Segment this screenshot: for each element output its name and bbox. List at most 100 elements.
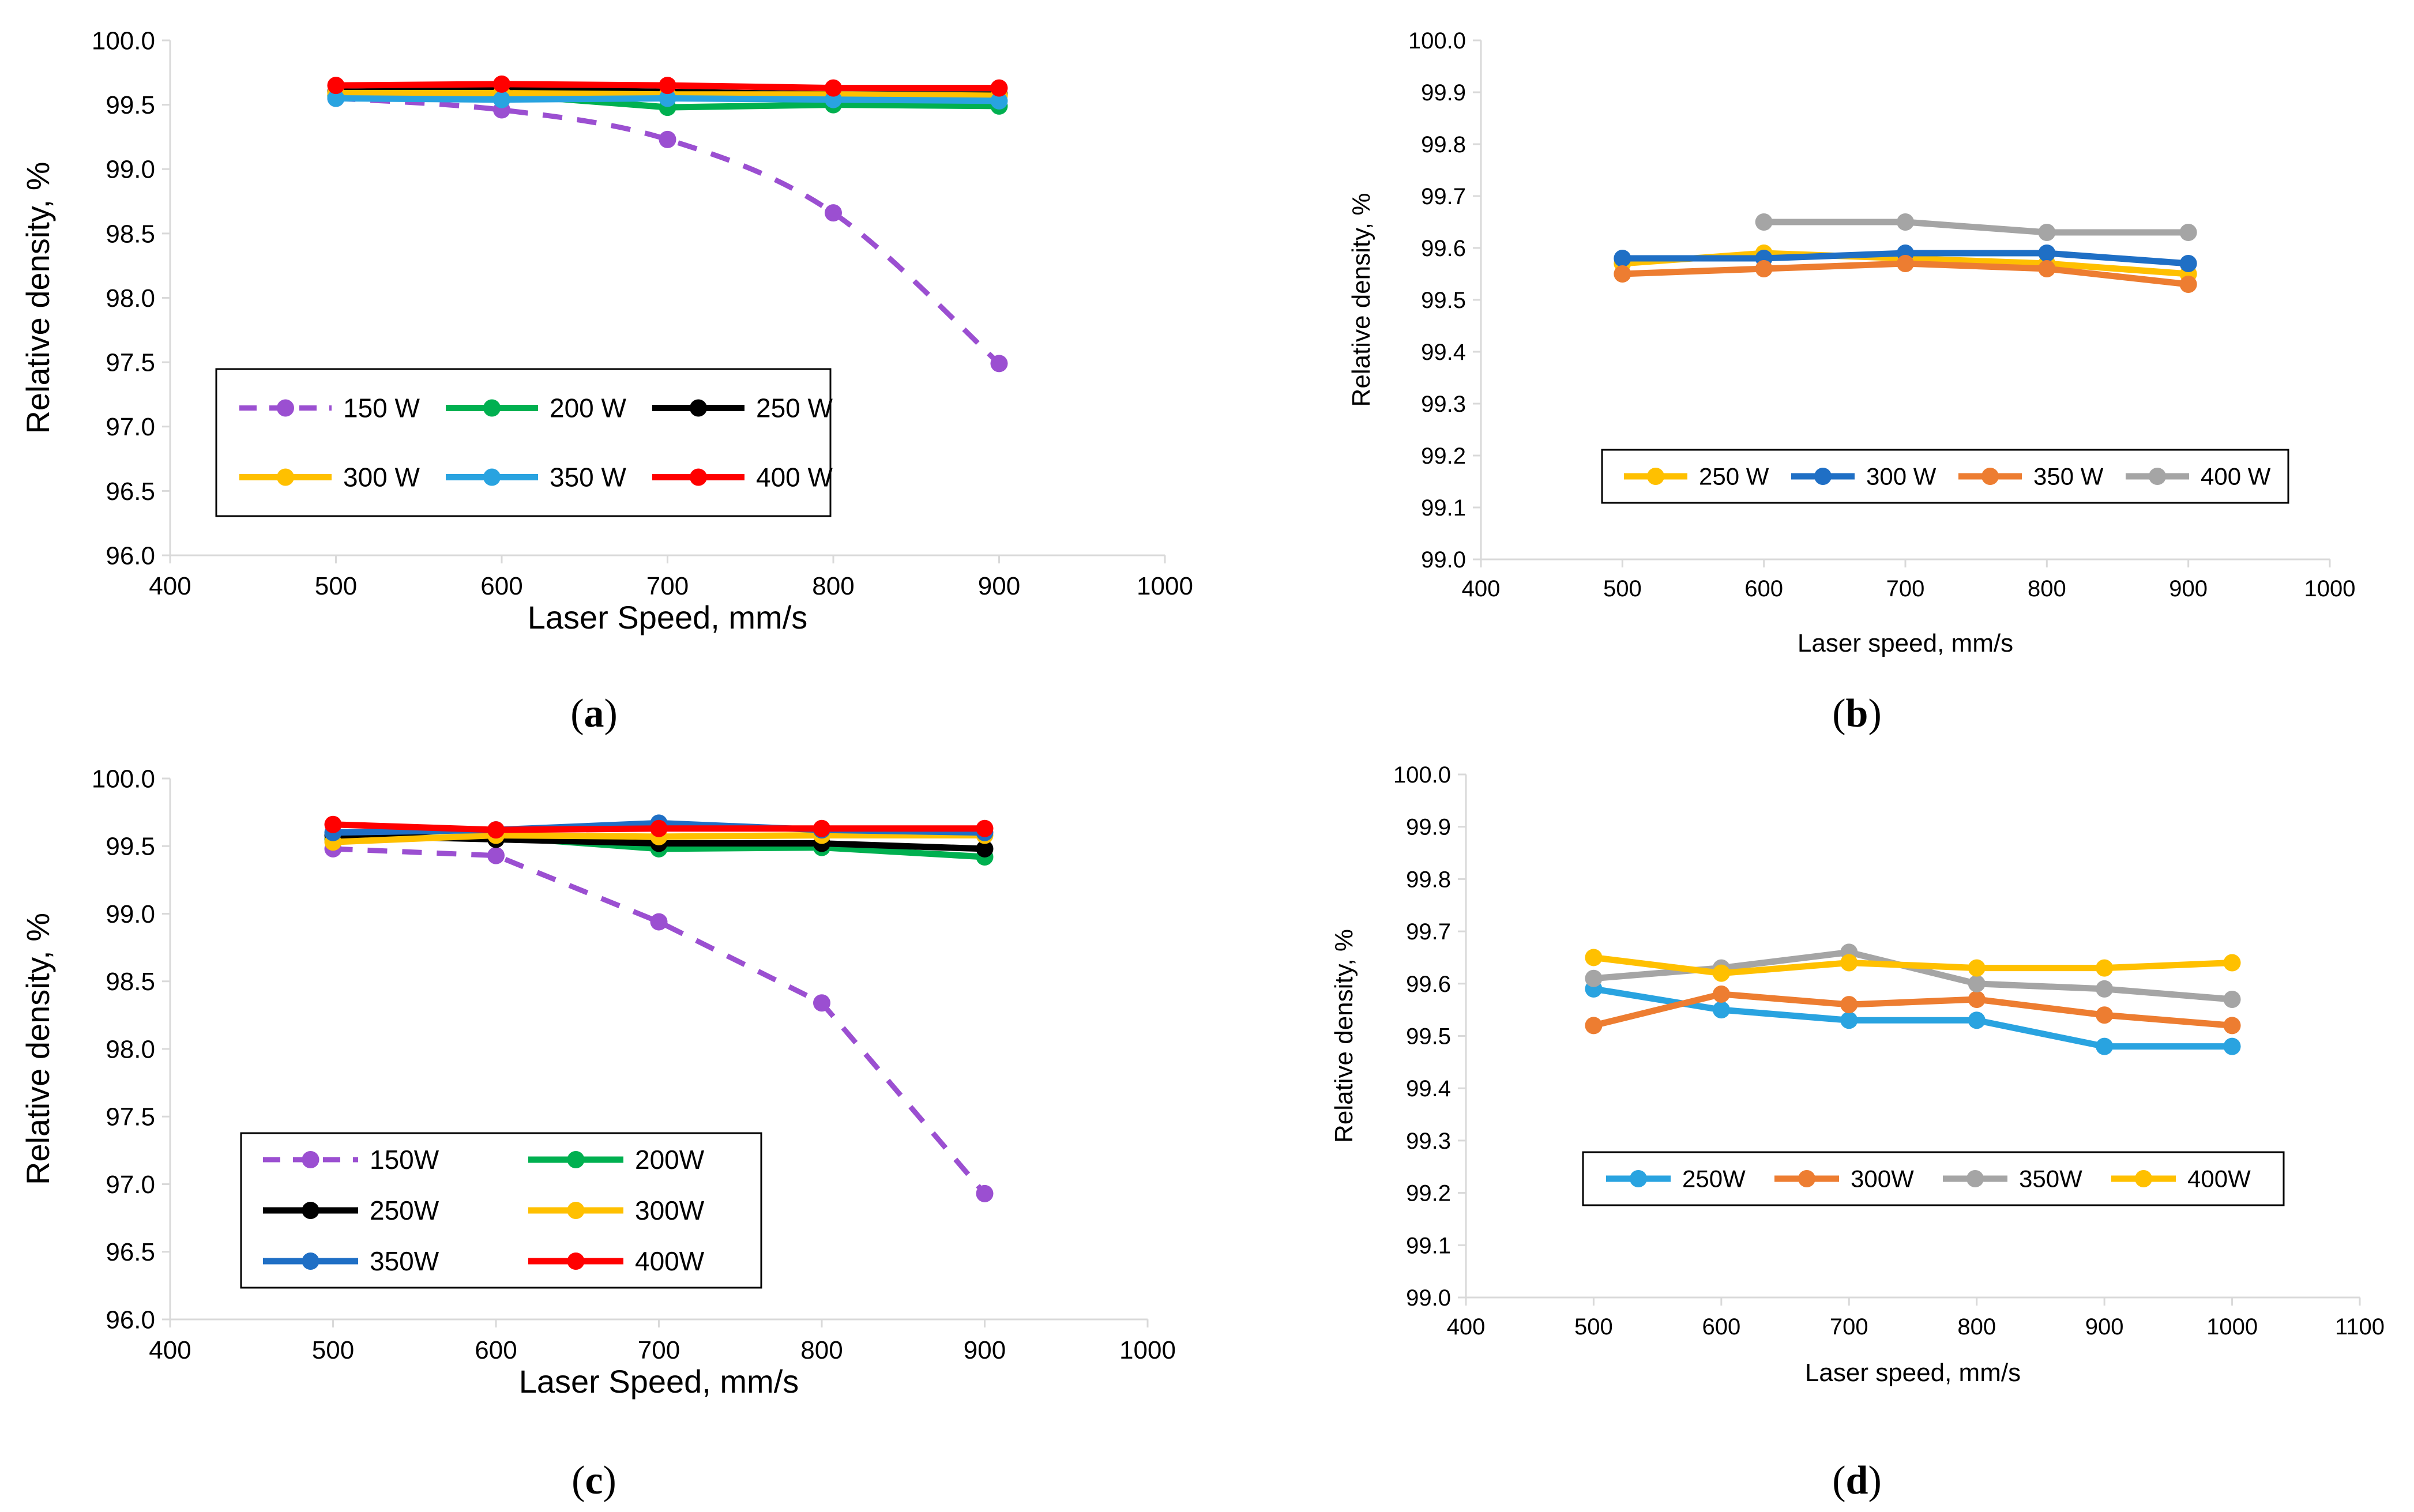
data-point-b-2	[2038, 260, 2056, 277]
x-tick-label-b: 400	[1462, 576, 1501, 601]
x-tick-label-d: 700	[1830, 1314, 1868, 1340]
x-axis-title-b: Laser speed, mm/s	[1798, 629, 2013, 657]
y-tick-label-d: 99.8	[1406, 867, 1451, 892]
y-tick-label-d: 99.9	[1406, 815, 1451, 840]
legend-label-a-2: 250 W	[756, 393, 833, 423]
legend-label-b-1: 300 W	[1866, 463, 1937, 490]
series-line-d-3	[1590, 954, 2236, 977]
y-tick-label-b: 99.7	[1421, 184, 1466, 209]
y-tick-label-b: 99.3	[1421, 392, 1466, 417]
x-tick-label-c: 400	[149, 1336, 191, 1364]
y-tick-label-b: 100.0	[1408, 28, 1466, 54]
legend-box-b	[1601, 449, 2289, 504]
y-tick-label-a: 99.5	[106, 91, 155, 119]
series-line-c-0	[333, 846, 987, 1195]
legend-label-a-4: 350 W	[550, 462, 627, 492]
legend-label-c-0: 150W	[370, 1145, 439, 1175]
y-tick-label-c: 98.5	[106, 968, 155, 996]
legend-marker-d-3	[2135, 1170, 2152, 1187]
data-point-d-0	[1840, 1011, 1858, 1029]
data-point-d-1	[1840, 996, 1858, 1014]
y-tick-label-b: 99.9	[1421, 80, 1466, 106]
legend-label-d-2: 350W	[2019, 1165, 2082, 1193]
x-tick-label-c: 500	[312, 1336, 354, 1364]
data-point-a-0	[990, 355, 1008, 373]
y-tick-label-a: 96.5	[106, 477, 155, 506]
series-line-d-1	[1590, 991, 2236, 1029]
data-point-d-3	[2223, 954, 2241, 972]
legend-label-d-3: 400W	[2187, 1165, 2251, 1193]
series-line-d-2	[1590, 949, 2236, 1003]
legend-a: 150 W 200 W 250 W 300 W 350 W 400 W	[215, 368, 833, 517]
x-tick-label-d: 800	[1957, 1314, 1996, 1340]
data-point-a-4	[659, 89, 676, 107]
y-tick-label-a: 97.5	[106, 349, 155, 377]
y-tick-label-a: 98.5	[106, 220, 155, 248]
legend-marker-a-2	[690, 399, 707, 417]
x-tick-label-d: 1100	[2335, 1314, 2385, 1340]
data-point-c-5	[976, 819, 994, 837]
data-point-a-4	[493, 91, 510, 108]
x-tick-label-c: 1000	[1119, 1336, 1176, 1364]
legend-marker-c-4	[302, 1253, 319, 1270]
y-tick-label-d: 100.0	[1393, 762, 1451, 788]
y-tick-label-c: 100.0	[92, 765, 155, 793]
data-point-b-2	[1755, 260, 1773, 277]
y-tick-label-c: 99.0	[106, 900, 155, 928]
legend-c: 150W 200W 250W 300W 350W 400W	[240, 1132, 762, 1289]
data-point-c-0	[487, 847, 505, 864]
data-point-d-3	[1585, 949, 1603, 966]
legend-marker-a-4	[483, 468, 501, 486]
x-tick-label-b: 900	[2169, 576, 2208, 601]
legend-b: 250 W 300 W 350 W 400 W	[1601, 449, 2289, 504]
panel-label-d: (d)	[1832, 1458, 1882, 1503]
y-tick-label-a: 96.0	[106, 541, 155, 570]
legend-marker-c-5	[567, 1253, 585, 1270]
chart-c: 96.0 96.5 97.0 97.5 98.0 98.5 99.0 99.5 100.0 400…	[20, 765, 1176, 1503]
legend-label-d-1: 300W	[1851, 1165, 1914, 1193]
legend-label-b-0: 250 W	[1699, 463, 1769, 490]
y-tick-label-b: 99.1	[1421, 495, 1466, 521]
x-tick-label-a: 400	[149, 572, 191, 600]
legend-label-c-4: 350W	[370, 1246, 439, 1276]
data-point-c-0	[650, 913, 668, 931]
y-tick-label-d: 99.5	[1406, 1024, 1451, 1050]
legend-marker-b-3	[2149, 468, 2166, 485]
x-tick-label-a: 1000	[1137, 572, 1193, 600]
data-point-b-3	[2179, 224, 2197, 241]
legend-label-c-1: 200W	[635, 1145, 705, 1175]
x-tick-label-b: 600	[1744, 576, 1783, 601]
data-point-a-0	[825, 204, 842, 222]
y-tick-label-c: 96.0	[106, 1306, 155, 1334]
data-point-d-3	[2096, 959, 2114, 977]
data-point-a-0	[659, 130, 676, 148]
legend-label-a-5: 400 W	[756, 462, 833, 492]
legend-marker-c-1	[567, 1151, 585, 1168]
y-tick-label-d: 99.1	[1406, 1233, 1451, 1258]
data-point-a-5	[825, 79, 842, 97]
y-tick-label-c: 97.5	[106, 1103, 155, 1131]
legend-marker-c-3	[567, 1202, 585, 1219]
chart-d: 99.0 99.1 99.2 99.3 99.4 99.5 99.6 99.7 99.8 99.9…	[1330, 762, 2385, 1503]
data-point-a-5	[493, 75, 510, 93]
series-line-b-3	[1761, 219, 2192, 236]
data-point-d-3	[1840, 954, 1858, 972]
panel-label-a: (a)	[570, 691, 618, 736]
y-tick-label-a: 98.0	[106, 284, 155, 313]
x-tick-label-a: 600	[480, 572, 522, 600]
y-tick-label-d: 99.6	[1406, 972, 1451, 997]
legend-d: 250W 300W 350W 400W	[1582, 1151, 2285, 1206]
y-tick-label-b: 99.0	[1421, 547, 1466, 573]
data-point-a-4	[990, 92, 1008, 110]
x-tick-label-d: 400	[1447, 1314, 1486, 1340]
legend-label-a-3: 300 W	[343, 462, 420, 492]
x-tick-label-c: 600	[475, 1336, 517, 1364]
chart-b: 99.0 99.1 99.2 99.3 99.4 99.5 99.6 99.7 99.8 99.9…	[1347, 28, 2355, 736]
legend-label-a-0: 150 W	[343, 393, 420, 423]
data-point-a-5	[659, 77, 676, 95]
data-point-b-3	[1897, 213, 1914, 231]
data-point-d-2	[2096, 980, 2114, 998]
data-point-d-2	[2223, 991, 2241, 1009]
data-point-c-2	[976, 840, 994, 857]
